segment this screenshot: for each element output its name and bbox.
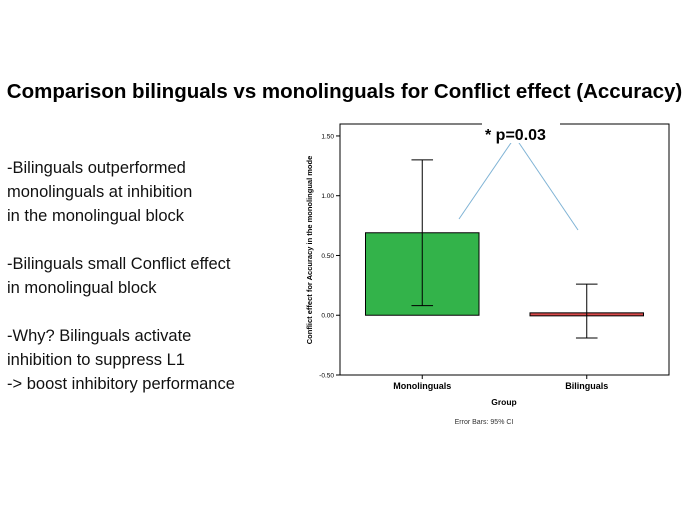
bar-bilinguals	[529, 312, 645, 317]
annotation-line-right	[514, 136, 579, 231]
y-axis-label: Conflict effect for Accuracy in the mono…	[305, 156, 314, 345]
bullet-list: -Bilinguals outperformed monolinguals at…	[7, 156, 292, 420]
x-tick-label: Bilinguals	[565, 381, 608, 391]
y-tick-label: -0.50	[319, 373, 334, 380]
significance-annotation: * p=0.03	[485, 127, 546, 144]
y-tick-label: 1.50	[321, 133, 334, 140]
slide-title: Comparison bilinguals vs monolinguals fo…	[6, 80, 683, 103]
plot-frame	[339, 123, 670, 376]
annotation-line-left	[458, 136, 516, 220]
annotation-label-bg	[482, 123, 560, 143]
y-tick-label: 1.00	[321, 193, 334, 200]
bullet-point: -Bilinguals small Conflict effect in mon…	[7, 255, 231, 297]
x-axis-label: Group	[491, 397, 517, 407]
bullet-point: -Why? Bilinguals activate inhibition to …	[7, 327, 235, 393]
chart-footnote: Error Bars: 95% CI	[455, 419, 514, 426]
bar-monolinguals	[364, 232, 480, 316]
y-tick-label: 0.00	[321, 313, 334, 320]
bullet-point: -Bilinguals outperformed monolinguals at…	[7, 159, 193, 225]
x-tick-label: Monolinguals	[393, 381, 451, 391]
y-tick-label: 0.50	[321, 253, 334, 260]
